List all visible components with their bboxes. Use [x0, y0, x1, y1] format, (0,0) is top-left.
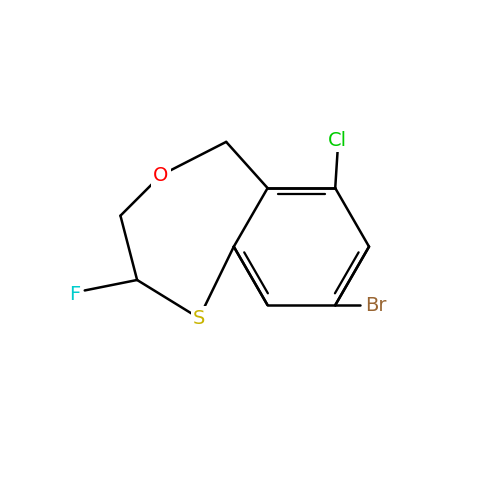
Text: F: F [69, 285, 81, 304]
Text: S: S [193, 308, 205, 328]
Text: Br: Br [365, 296, 387, 315]
Text: Cl: Cl [328, 131, 347, 150]
Text: O: O [153, 166, 169, 185]
